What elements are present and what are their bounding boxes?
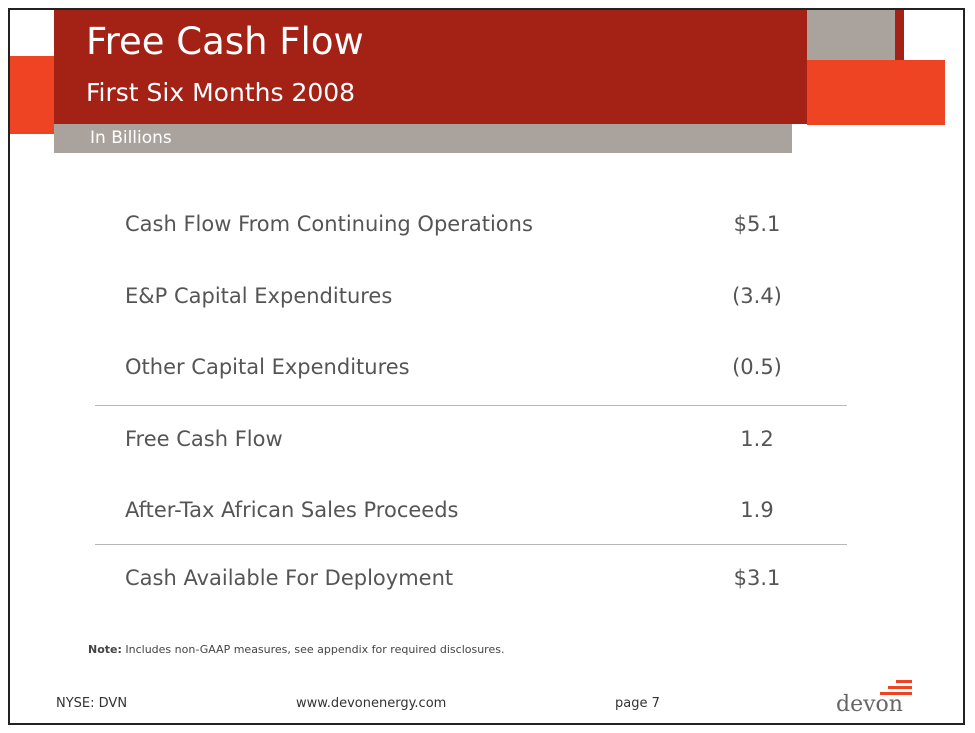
footnote-text: Includes non-GAAP measures, see appendix…: [121, 643, 505, 656]
row-value: 1.2: [740, 427, 774, 451]
footer-website: www.devonenergy.com: [296, 696, 447, 711]
footer-page-number: page 7: [615, 696, 660, 711]
row-label: Cash Available For Deployment: [125, 566, 454, 590]
header-gray-accent: [807, 10, 895, 60]
logo-wordmark: devon: [836, 692, 903, 717]
row-value: 1.9: [740, 498, 774, 522]
slide-title: Free Cash Flow: [86, 20, 364, 63]
units-label: In Billions: [90, 128, 172, 148]
row-label: Other Capital Expenditures: [125, 355, 410, 379]
row-value: $5.1: [733, 212, 781, 236]
row-label: Cash Flow From Continuing Operations: [125, 212, 533, 236]
row-label: After-Tax African Sales Proceeds: [125, 498, 459, 522]
row-label: Free Cash Flow: [125, 427, 283, 451]
header-banner: [54, 10, 904, 124]
row-value: $3.1: [733, 566, 781, 590]
header-orange-accent-left: [10, 56, 62, 134]
divider-line: [95, 405, 847, 406]
footnote-prefix: Note:: [88, 643, 122, 656]
footer-ticker: NYSE: DVN: [56, 696, 128, 711]
row-label: E&P Capital Expenditures: [125, 284, 393, 308]
units-band: [54, 124, 792, 153]
row-value: (3.4): [732, 284, 782, 308]
devon-logo: devon: [836, 678, 916, 718]
header-orange-accent-right: [807, 60, 945, 125]
divider-line: [95, 544, 847, 545]
slide-subtitle: First Six Months 2008: [86, 78, 356, 107]
row-value: (0.5): [732, 355, 782, 379]
slide: Free Cash Flow First Six Months 2008 In …: [8, 8, 965, 725]
footnote: Note: Includes non-GAAP measures, see ap…: [88, 643, 504, 656]
